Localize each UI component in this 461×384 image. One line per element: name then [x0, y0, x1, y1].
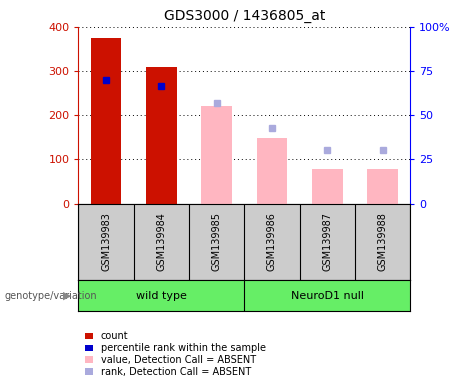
Text: GSM139986: GSM139986	[267, 212, 277, 271]
Bar	[91, 38, 121, 204]
Text: wild type: wild type	[136, 291, 187, 301]
Legend: count, percentile rank within the sample, value, Detection Call = ABSENT, rank, : count, percentile rank within the sample…	[83, 329, 268, 379]
Text: genotype/variation: genotype/variation	[5, 291, 97, 301]
Text: ▶: ▶	[63, 291, 71, 301]
Title: GDS3000 / 1436805_at: GDS3000 / 1436805_at	[164, 9, 325, 23]
Text: NeuroD1 null: NeuroD1 null	[291, 291, 364, 301]
Bar	[312, 169, 343, 204]
Text: GSM139985: GSM139985	[212, 212, 222, 271]
Text: GSM139984: GSM139984	[156, 212, 166, 271]
Text: GSM139987: GSM139987	[322, 212, 332, 271]
Bar	[201, 106, 232, 204]
Bar	[257, 138, 287, 204]
Text: GSM139983: GSM139983	[101, 212, 111, 271]
Bar	[146, 67, 177, 204]
Bar	[367, 169, 398, 204]
Text: GSM139988: GSM139988	[378, 212, 388, 271]
